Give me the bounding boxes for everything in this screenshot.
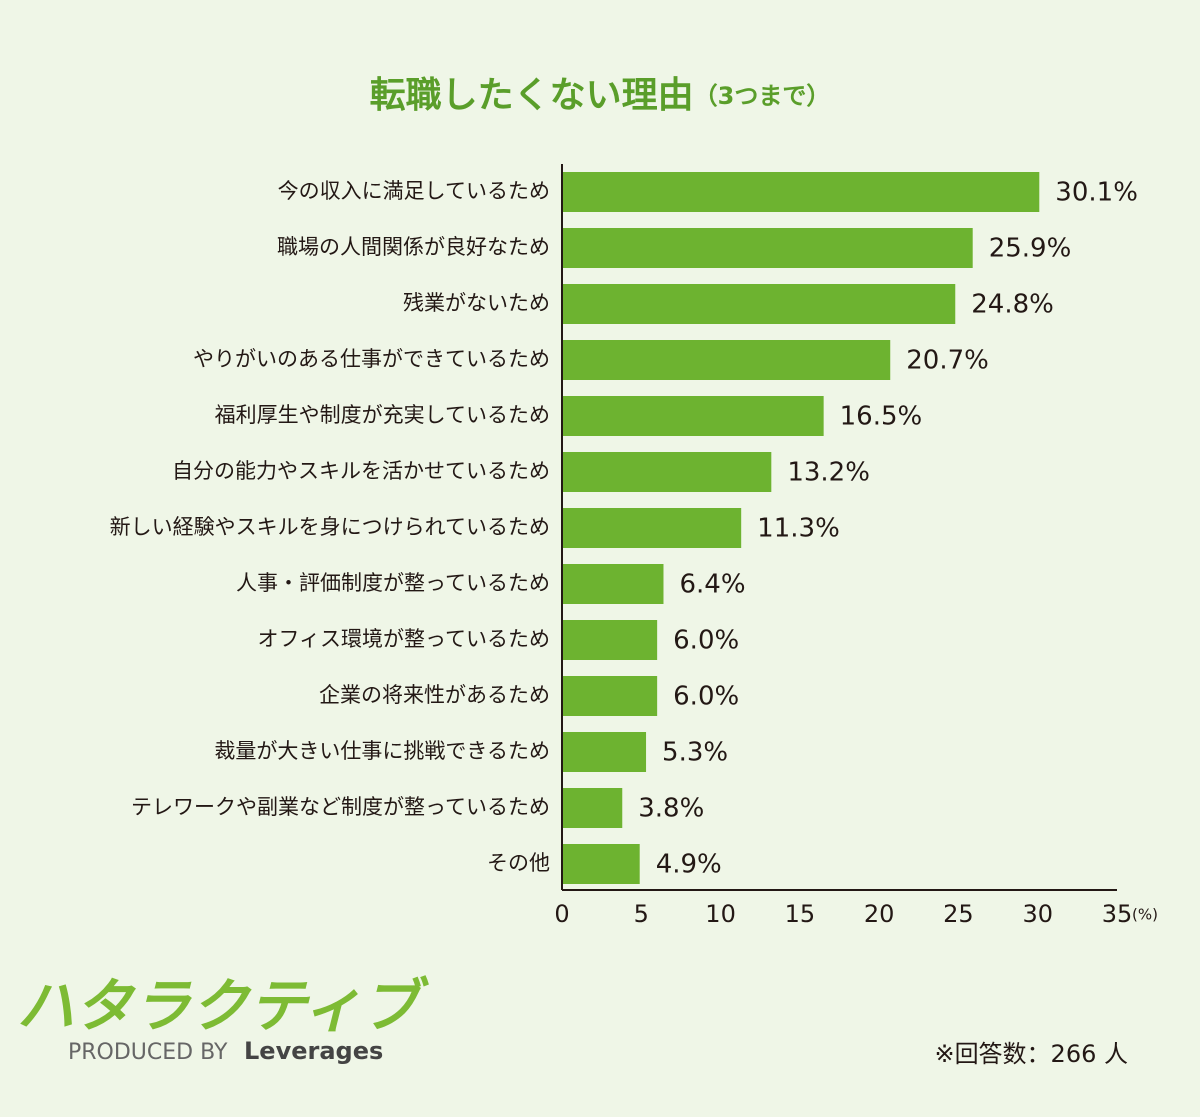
- bar: [562, 340, 891, 380]
- bar: [562, 452, 772, 492]
- y-tick-label: 残業がないため: [403, 291, 550, 315]
- y-tick-label: その他: [487, 851, 550, 875]
- y-tick-label: 企業の将来性があるため: [319, 683, 550, 707]
- y-tick-label: テレワークや副業など制度が整っているため: [131, 795, 550, 819]
- x-axis-unit: (%): [1132, 906, 1158, 924]
- x-tick-label: 10: [705, 900, 736, 928]
- logo: ハタラクティブ: [17, 972, 430, 1040]
- data-label: 3.8%: [638, 794, 704, 824]
- data-label: 20.7%: [906, 346, 989, 376]
- y-tick-label: やりがいのある仕事ができているため: [193, 347, 550, 371]
- chart-title-group: 転職したくない理由（3つまで）: [370, 75, 831, 116]
- bar: [562, 396, 824, 436]
- data-label: 11.3%: [757, 514, 840, 544]
- data-label: 13.2%: [787, 458, 870, 488]
- x-tick-label: 5: [634, 900, 649, 928]
- bar: [562, 788, 623, 828]
- data-label: 24.8%: [971, 290, 1054, 320]
- bar: [562, 676, 658, 716]
- x-tick-label: 25: [943, 900, 974, 928]
- data-label: 6.0%: [673, 682, 739, 712]
- credit-prefix: PRODUCED BY: [68, 1040, 228, 1065]
- y-tick-label: 福利厚生や制度が充実しているため: [215, 403, 550, 427]
- bar: [562, 228, 973, 268]
- chart-title: 転職したくない理由: [370, 75, 694, 116]
- x-tick-label: 15: [785, 900, 816, 928]
- data-label: 4.9%: [656, 850, 722, 880]
- x-tick-label: 0: [554, 900, 569, 928]
- y-tick-label: 新しい経験やスキルを身につけられているため: [110, 515, 550, 539]
- bar: [562, 732, 647, 772]
- data-label: 5.3%: [662, 738, 728, 768]
- data-label: 6.4%: [679, 570, 745, 600]
- y-tick-label: 自分の能力やスキルを活かせているため: [172, 459, 550, 483]
- x-tick-label: 30: [1022, 900, 1053, 928]
- y-tick-label: オフィス環境が整っているため: [257, 627, 550, 651]
- bar: [562, 844, 640, 884]
- bar: [562, 620, 658, 660]
- y-tick-label: 職場の人間関係が良好なため: [277, 235, 550, 259]
- bar: [562, 172, 1040, 212]
- y-tick-label: 今の収入に満足しているため: [278, 179, 550, 203]
- y-tick-label: 人事・評価制度が整っているため: [236, 571, 550, 595]
- bar: [562, 284, 956, 324]
- x-tick-label: 35: [1102, 900, 1133, 928]
- credit-brand: Leverages: [244, 1037, 383, 1065]
- bar: [562, 508, 742, 548]
- y-tick-label: 裁量が大きい仕事に挑戦できるため: [214, 739, 550, 763]
- x-tick-label: 20: [864, 900, 895, 928]
- data-label: 16.5%: [840, 402, 923, 432]
- chart-subtitle: （3つまで）: [694, 82, 831, 110]
- bar: [562, 564, 664, 604]
- data-label: 30.1%: [1055, 178, 1138, 208]
- data-label: 6.0%: [673, 626, 739, 656]
- respondent-note: ※回答数：266 人: [934, 1040, 1128, 1068]
- data-label: 25.9%: [989, 234, 1072, 264]
